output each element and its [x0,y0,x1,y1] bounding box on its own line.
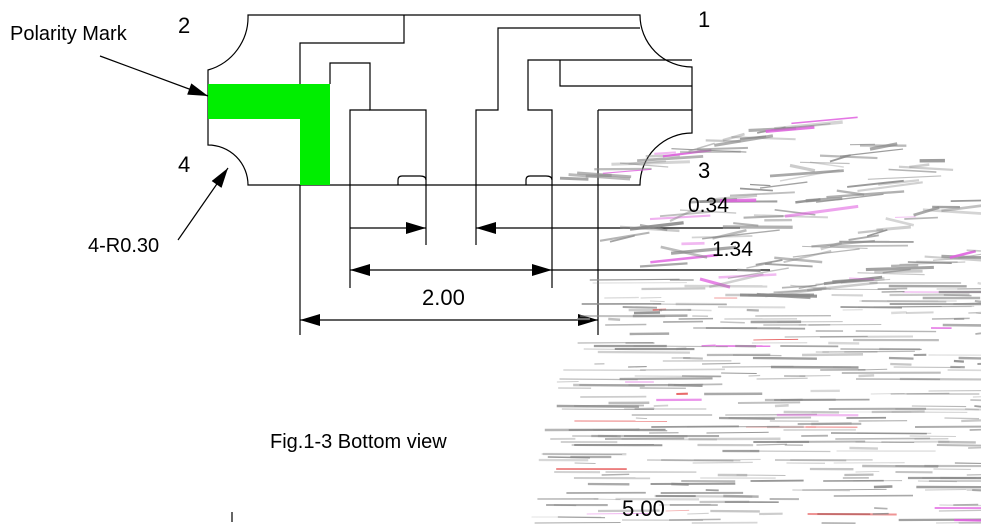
pad-right-notch [525,175,553,185]
polarity-leader [99,55,209,97]
pad-left-outer [329,62,427,185]
extension-lines [231,185,599,522]
polarity-mark-label: Polarity Mark [10,23,128,45]
polarity-mark [208,84,330,185]
pin-2-label: 2 [178,13,190,38]
pad-right-inner [527,59,692,185]
corner-radius-label: 4-R0.30 [88,235,159,257]
dim-034-label: 0.34 [688,194,729,217]
pad-outlines [299,15,692,185]
caption: Fig.1-3 Bottom view [270,431,447,453]
pad-left-notch [397,175,427,185]
radius-leader [177,167,229,241]
pin-1-label: 1 [698,7,710,32]
pin-4-label: 4 [178,152,190,177]
pad-right-outer [475,27,640,185]
render-artifacts [531,116,981,524]
pin-3-label: 3 [698,158,710,183]
pad-left-inner [299,15,405,84]
pad-right-arm-top [559,60,692,87]
dim-500-label: 5.00 [622,496,665,521]
dim-200-label: 2.00 [422,285,465,310]
package-outline [207,14,693,186]
dim-134-label: 1.34 [712,238,753,261]
pad-left-foot [349,109,370,185]
